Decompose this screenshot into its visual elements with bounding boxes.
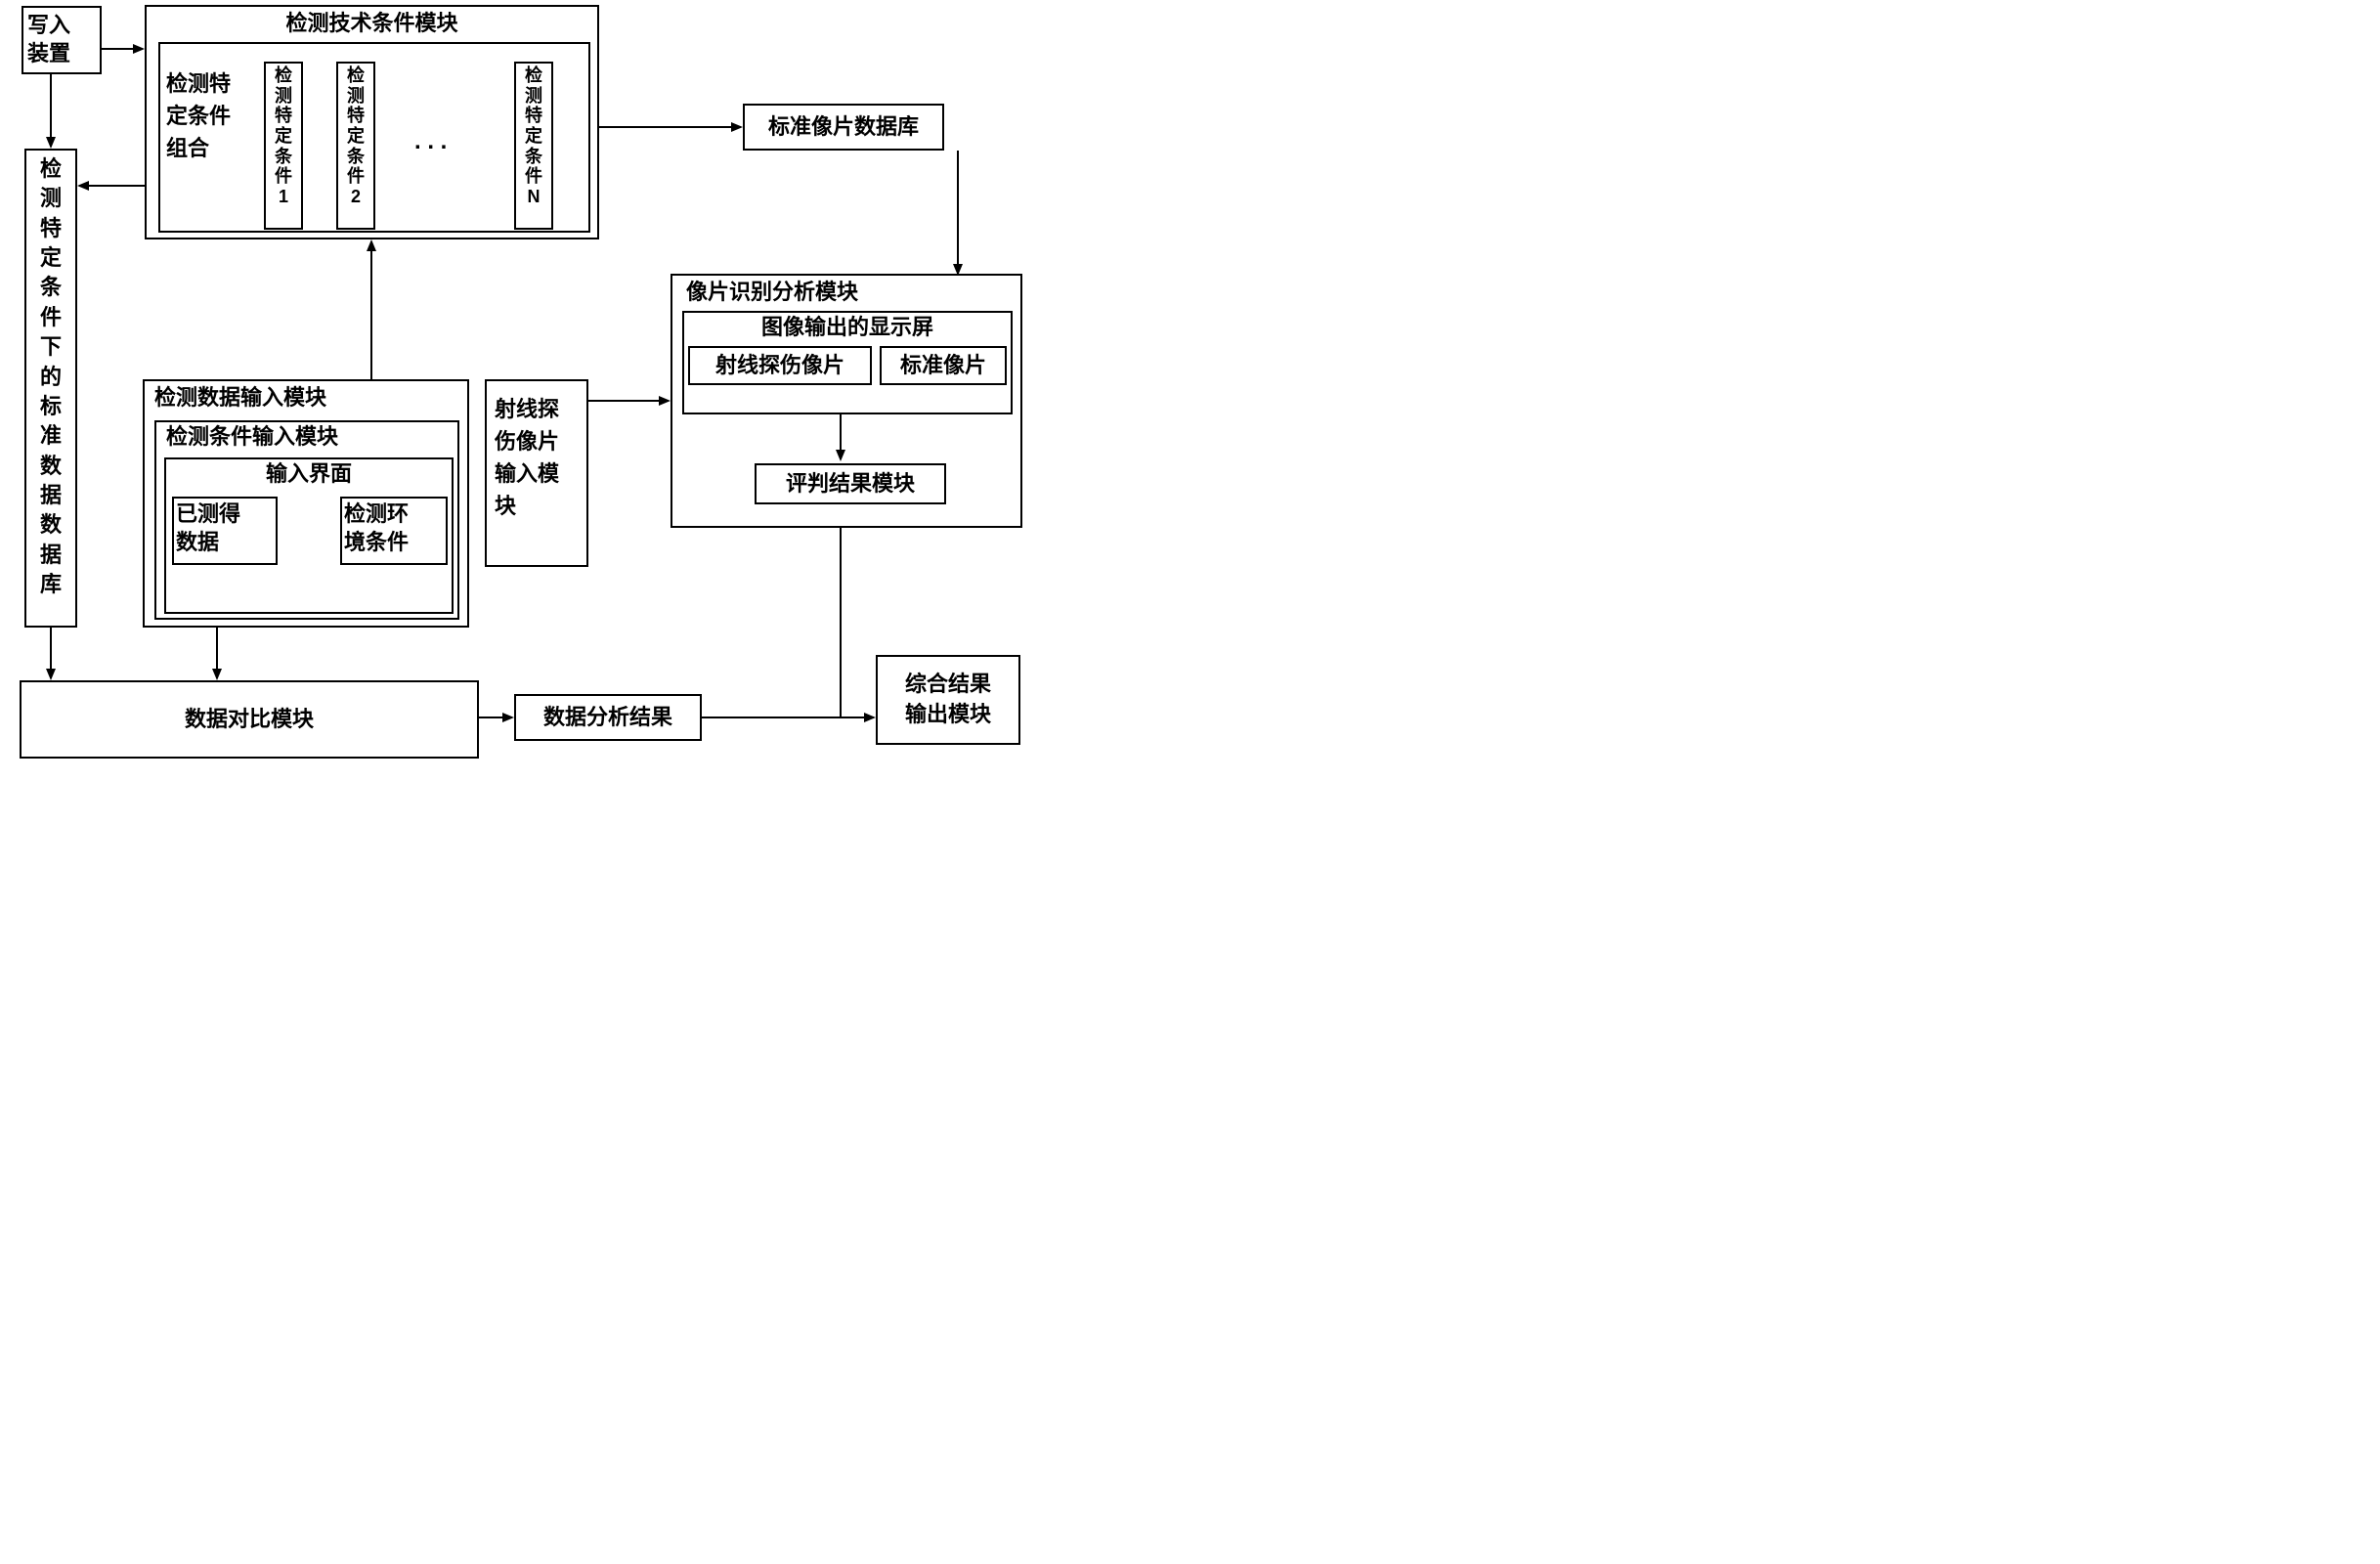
detect-tech-title: 检测技术条件模块	[151, 11, 593, 36]
std-image-db-label: 标准像片数据库	[768, 114, 919, 140]
eval-result-box: 评判结果模块	[755, 463, 946, 504]
cond1-box: 检 测 特 定 条 件 1	[264, 62, 303, 230]
cond-input-title: 检测条件输入模块	[158, 424, 455, 450]
std-data-db-box: 检 测 特 定 条 件 下 的 标 准 数 据 数 据 库	[24, 149, 77, 628]
combo-label: 检测特 定条件 组合	[166, 67, 231, 164]
image-recog-title: 像片识别分析模块	[676, 280, 1017, 305]
detect-data-input-title: 检测数据输入模块	[149, 385, 463, 411]
data-compare-label: 数据对比模块	[185, 707, 314, 732]
measured-label: 已测得 数据	[176, 500, 274, 556]
env-label: 检测环 境条件	[344, 500, 444, 556]
detect-data-input-module: 检测数据输入模块 检测条件输入模块 输入界面 已测得 数据 检测环 境条件	[143, 379, 469, 628]
write-device-l2: 装置	[27, 41, 70, 65]
ray-image-input-box: 射线探 伤像片 输入模 块	[485, 379, 588, 567]
write-device-label: 写入 装置	[27, 12, 96, 67]
ellipsis: . . .	[414, 128, 447, 155]
combo-l2: 定条件	[166, 104, 231, 128]
measured-box: 已测得 数据	[172, 497, 278, 565]
std-img-box: 标准像片	[880, 346, 1007, 385]
cond2-box: 检 测 特 定 条 件 2	[336, 62, 375, 230]
cond-input-module: 检测条件输入模块 输入界面 已测得 数据 检测环 境条件	[154, 420, 459, 620]
final-output-label: 综合结果 输出模块	[905, 670, 991, 730]
ray-img-box: 射线探伤像片	[688, 346, 872, 385]
data-compare-box: 数据对比模块	[20, 680, 479, 759]
eval-result-label: 评判结果模块	[786, 471, 915, 497]
std-data-db-label: 检 测 特 定 条 件 下 的 标 准 数 据 数 据 库	[30, 154, 71, 599]
image-recog-module: 像片识别分析模块 图像输出的显示屏 射线探伤像片 标准像片 评判结果模块	[671, 274, 1022, 528]
combo-l1: 检测特	[166, 71, 231, 96]
input-interface: 输入界面 已测得 数据 检测环 境条件	[164, 457, 454, 614]
data-analysis-box: 数据分析结果	[514, 694, 702, 741]
ray-image-input-label: 射线探 伤像片 输入模 块	[491, 385, 583, 522]
display-box: 图像输出的显示屏 射线探伤像片 标准像片	[682, 311, 1013, 414]
env-box: 检测环 境条件	[340, 497, 448, 565]
combo-panel: 检测特 定条件 组合 检 测 特 定 条 件 1 检 测 特 定 条 件 2 .…	[158, 42, 590, 233]
std-img-label: 标准像片	[900, 353, 986, 378]
display-title: 图像输出的显示屏	[686, 315, 1009, 340]
final-output-box: 综合结果 输出模块	[876, 655, 1020, 745]
std-image-db-box: 标准像片数据库	[743, 104, 944, 151]
data-analysis-label: 数据分析结果	[543, 705, 672, 730]
write-device-l1: 写入	[27, 13, 70, 37]
detect-tech-module-box: 检测技术条件模块 检测特 定条件 组合 检 测 特 定 条 件 1 检 测 特 …	[145, 5, 599, 239]
write-device-box: 写入 装置	[22, 6, 102, 74]
combo-l3: 组合	[166, 136, 209, 160]
interface-title: 输入界面	[168, 461, 450, 487]
condN-box: 检 测 特 定 条 件 N	[514, 62, 553, 230]
ray-img-label: 射线探伤像片	[715, 353, 844, 378]
